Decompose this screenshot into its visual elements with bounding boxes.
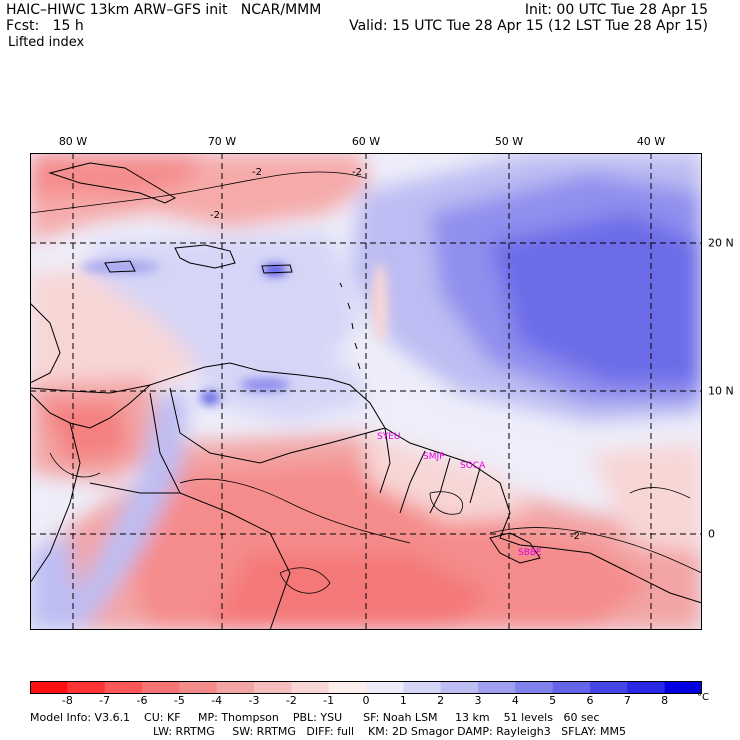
colorbar-swatch (328, 681, 367, 694)
colorbar-swatch (104, 681, 143, 694)
colorbar-swatch (515, 681, 554, 694)
station-sbbe: SBBE (518, 548, 542, 558)
colorbar-swatch (440, 681, 479, 694)
contour-label: -2 (352, 167, 362, 178)
colorbar-tick-label: 1 (399, 694, 407, 707)
colorbar-tick-label: 0 (362, 694, 370, 707)
colorbar-tick-label: 6 (586, 694, 594, 707)
colorbar-tick-label: -1 (323, 694, 335, 707)
colorbar-swatch (366, 681, 404, 694)
model-info-line2: LW: RRTMG SW: RRTMG DIFF: full KM: 2D Sm… (153, 725, 626, 738)
init-time: Init: 00 UTC Tue 28 Apr 15 (524, 2, 708, 18)
valid-time: Valid: 15 UTC Tue 28 Apr 15 (12 LST Tue … (349, 18, 708, 34)
colorbar-swatch (142, 681, 180, 694)
colorbar-swatch (478, 681, 516, 694)
contour-label: -2 (570, 531, 580, 542)
colorbar-tick-label: 8 (661, 694, 669, 707)
colorbar-swatch (552, 681, 591, 694)
lat-label-20n: 20 N (708, 236, 734, 250)
colorbar-tick-label: 7 (623, 694, 631, 707)
colorbar-swatch (254, 681, 292, 694)
colorbar-tick-label: -2 (285, 694, 297, 707)
colorbar-swatch (67, 681, 106, 694)
station-smjp: SMJP (423, 452, 445, 462)
lat-label-10n: 10 N (708, 384, 734, 398)
station-soca: SOCA (460, 461, 486, 471)
lon-label-50w: 50 W (494, 135, 524, 148)
colorbar-swatch (590, 681, 628, 694)
colorbar-tick-label: -7 (99, 694, 111, 707)
field-name: Lifted index (8, 35, 85, 50)
colorbar-swatch (30, 681, 68, 694)
colorbar (30, 681, 702, 694)
colorbar-tick-label: 3 (474, 694, 482, 707)
station-syeu: SYEU (377, 432, 401, 442)
lifted-index-map: -2 -2 -2 -2 (30, 153, 702, 630)
colorbar-swatch (216, 681, 255, 694)
colorbar-swatch (627, 681, 666, 694)
contour-label: -2 (210, 210, 220, 221)
lon-label-40w: 40 W (636, 135, 666, 148)
model-title: HAIC–HIWC 13km ARW–GFS init NCAR/MMM (6, 2, 322, 18)
lon-label-80w: 80 W (58, 135, 88, 148)
lon-label-60w: 60 W (351, 135, 381, 148)
map-border (30, 153, 702, 630)
colorbar-tick-label: 5 (549, 694, 557, 707)
forecast-hour: Fcst: 15 h (6, 18, 84, 34)
colorbar-border (30, 681, 702, 694)
colorbar-tick-label: 2 (437, 694, 445, 707)
colorbar-swatch (179, 681, 218, 694)
lat-label-0: 0 (708, 527, 715, 541)
colorbar-swatch (291, 681, 330, 694)
lon-label-70w: 70 W (207, 135, 237, 148)
lat-lon-grid (30, 153, 702, 630)
colorbar-tick-label: 4 (511, 694, 519, 707)
contour-label: -2 (252, 167, 262, 178)
colorbar-tick-label: -6 (136, 694, 148, 707)
colorbar-unit: °C (697, 692, 709, 703)
colorbar-tick-label: -3 (248, 694, 260, 707)
colorbar-tick-label: -5 (173, 694, 185, 707)
coastlines (30, 162, 702, 630)
colorbar-swatch (664, 681, 702, 694)
model-info-line1: Model Info: V3.6.1 CU: KF MP: Thompson P… (30, 711, 600, 724)
colorbar-tick-label: -8 (61, 694, 73, 707)
colorbar-swatch (403, 681, 442, 694)
colorbar-tick-label: -4 (211, 694, 223, 707)
